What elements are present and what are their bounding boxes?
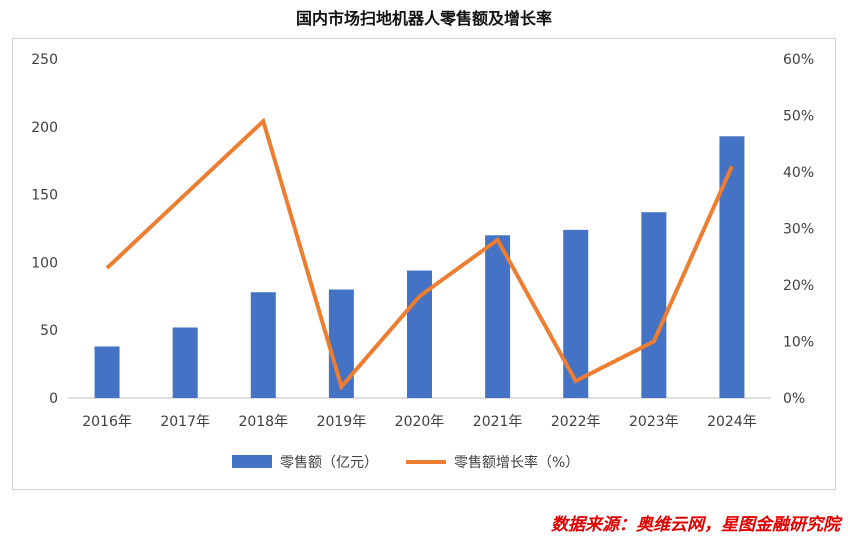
right-axis-tick-label: 10% xyxy=(783,335,814,351)
bar xyxy=(641,212,667,398)
right-axis-tick-label: 0% xyxy=(783,391,805,407)
source-note: 数据来源：奥维云网，星图金融研究院 xyxy=(551,515,840,535)
right-axis-tick-label: 30% xyxy=(783,222,814,238)
bar xyxy=(94,346,120,398)
bar xyxy=(563,229,589,398)
right-axis-tick-label: 50% xyxy=(783,109,814,125)
right-axis-tick-label: 60% xyxy=(783,52,814,68)
x-axis-tick-label: 2020年 xyxy=(395,414,445,430)
x-axis-tick-label: 2024年 xyxy=(707,414,757,430)
left-axis-tick-label: 250 xyxy=(31,52,58,68)
x-axis-tick-label: 2022年 xyxy=(551,414,601,430)
left-axis-tick-label: 100 xyxy=(31,255,58,271)
bar xyxy=(250,292,276,398)
bar xyxy=(719,136,745,399)
chart-frame xyxy=(12,38,836,490)
left-axis-tick-label: 200 xyxy=(31,120,58,136)
x-axis-tick-label: 2019年 xyxy=(317,414,367,430)
right-axis-tick-label: 40% xyxy=(783,165,814,181)
x-axis-tick-label: 2016年 xyxy=(82,414,132,430)
x-axis-tick-label: 2018年 xyxy=(238,414,288,430)
left-axis-tick-label: 150 xyxy=(31,188,58,204)
legend-swatch-bar xyxy=(232,455,272,468)
left-axis-tick-label: 50 xyxy=(40,323,58,339)
bar xyxy=(485,235,511,398)
x-axis-tick-label: 2017年 xyxy=(160,414,210,430)
right-axis-tick-label: 20% xyxy=(783,278,814,294)
legend-label-line: 零售额增长率（%） xyxy=(454,454,579,471)
x-axis-tick-label: 2021年 xyxy=(473,414,523,430)
x-axis-tick-label: 2023年 xyxy=(629,414,679,430)
chart-title: 国内市场扫地机器人零售额及增长率 xyxy=(295,9,552,28)
left-axis-tick-label: 0 xyxy=(49,391,58,407)
bar xyxy=(172,327,198,398)
legend-label-bar: 零售额（亿元） xyxy=(280,455,378,471)
